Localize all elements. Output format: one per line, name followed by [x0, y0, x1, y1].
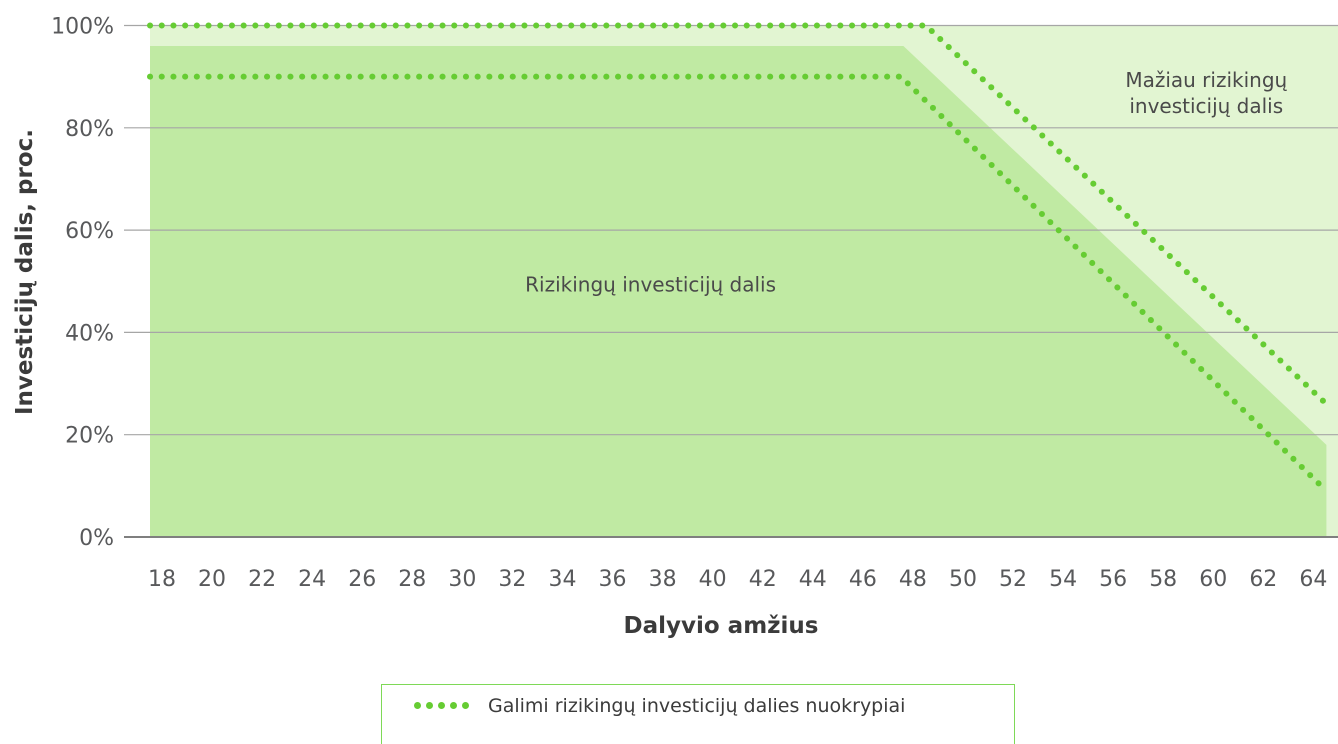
chart-dotted-lines	[147, 22, 1330, 494]
x-tick-label: 24	[298, 567, 326, 592]
legend: Galimi rizikingų investicijų dalies nuok…	[381, 684, 1015, 744]
x-tick-label: 64	[1299, 567, 1327, 592]
chart-areas	[150, 25, 1338, 538]
x-tick-label: 20	[198, 567, 226, 592]
x-tick-label: 50	[949, 567, 977, 592]
region-label-line: Mažiau rizikingų	[1125, 68, 1287, 92]
y-tick-label: 80%	[65, 117, 114, 142]
y-tick-label: 60%	[65, 219, 114, 244]
x-tick-label: 34	[548, 567, 576, 592]
legend-label: Galimi rizikingų investicijų dalies nuok…	[488, 695, 906, 717]
x-tick-label: 44	[799, 567, 827, 592]
risky-investment-area	[150, 45, 1327, 538]
x-axis-title: Dalyvio amžius	[624, 613, 819, 639]
safe-area-label: Mažiau rizikingų investicijų dalis	[1125, 68, 1287, 118]
x-tick-label: 58	[1149, 567, 1177, 592]
x-tick-label: 46	[849, 567, 877, 592]
x-tick-label: 48	[899, 567, 927, 592]
region-label-line: investicijų dalis	[1129, 94, 1283, 118]
dotted-lower-bound-line	[147, 73, 1330, 494]
x-tick-label: 38	[649, 567, 677, 592]
x-tick-label: 18	[148, 567, 176, 592]
x-tick-label: 32	[498, 567, 526, 592]
y-tick-label: 100%	[51, 15, 114, 40]
x-tick-label: 36	[599, 567, 627, 592]
x-tick-label: 62	[1249, 567, 1277, 592]
y-tick-label: 0%	[79, 526, 114, 551]
x-tick-label: 22	[248, 567, 276, 592]
x-tick-label: 54	[1049, 567, 1077, 592]
region-label-line: Rizikingų investicijų dalis	[525, 272, 776, 296]
y-axis-ticks: 0% 20% 40% 60% 80% 100%	[51, 15, 114, 552]
x-axis-ticks: 18 20 22 24 26 28 30 32 34 36 38 40 42 44 46 48 50 52 54 56…	[148, 567, 1327, 592]
y-tick-label: 20%	[65, 424, 114, 449]
x-tick-label: 56	[1099, 567, 1127, 592]
x-tick-label: 30	[448, 567, 476, 592]
legend-dotted-swatch	[414, 695, 484, 715]
x-tick-label: 26	[348, 567, 376, 592]
risky-area-label: Rizikingų investicijų dalis	[525, 272, 776, 296]
chart: 0% 20% 40% 60% 80% 100% 18 20 22 24 26 28 30 32 34 36 3…	[12, 15, 1338, 639]
x-tick-label: 42	[749, 567, 777, 592]
y-tick-label: 40%	[65, 321, 114, 346]
dotted-upper-bound-line	[147, 22, 1330, 408]
x-tick-label: 52	[999, 567, 1027, 592]
region-labels: Rizikingų investicijų dalis Mažiau riziki…	[525, 68, 1287, 297]
x-tick-label: 40	[699, 567, 727, 592]
x-tick-label: 28	[398, 567, 426, 592]
x-tick-label: 60	[1199, 567, 1227, 592]
y-axis-title: Investicijų dalis, proc.	[12, 129, 38, 415]
